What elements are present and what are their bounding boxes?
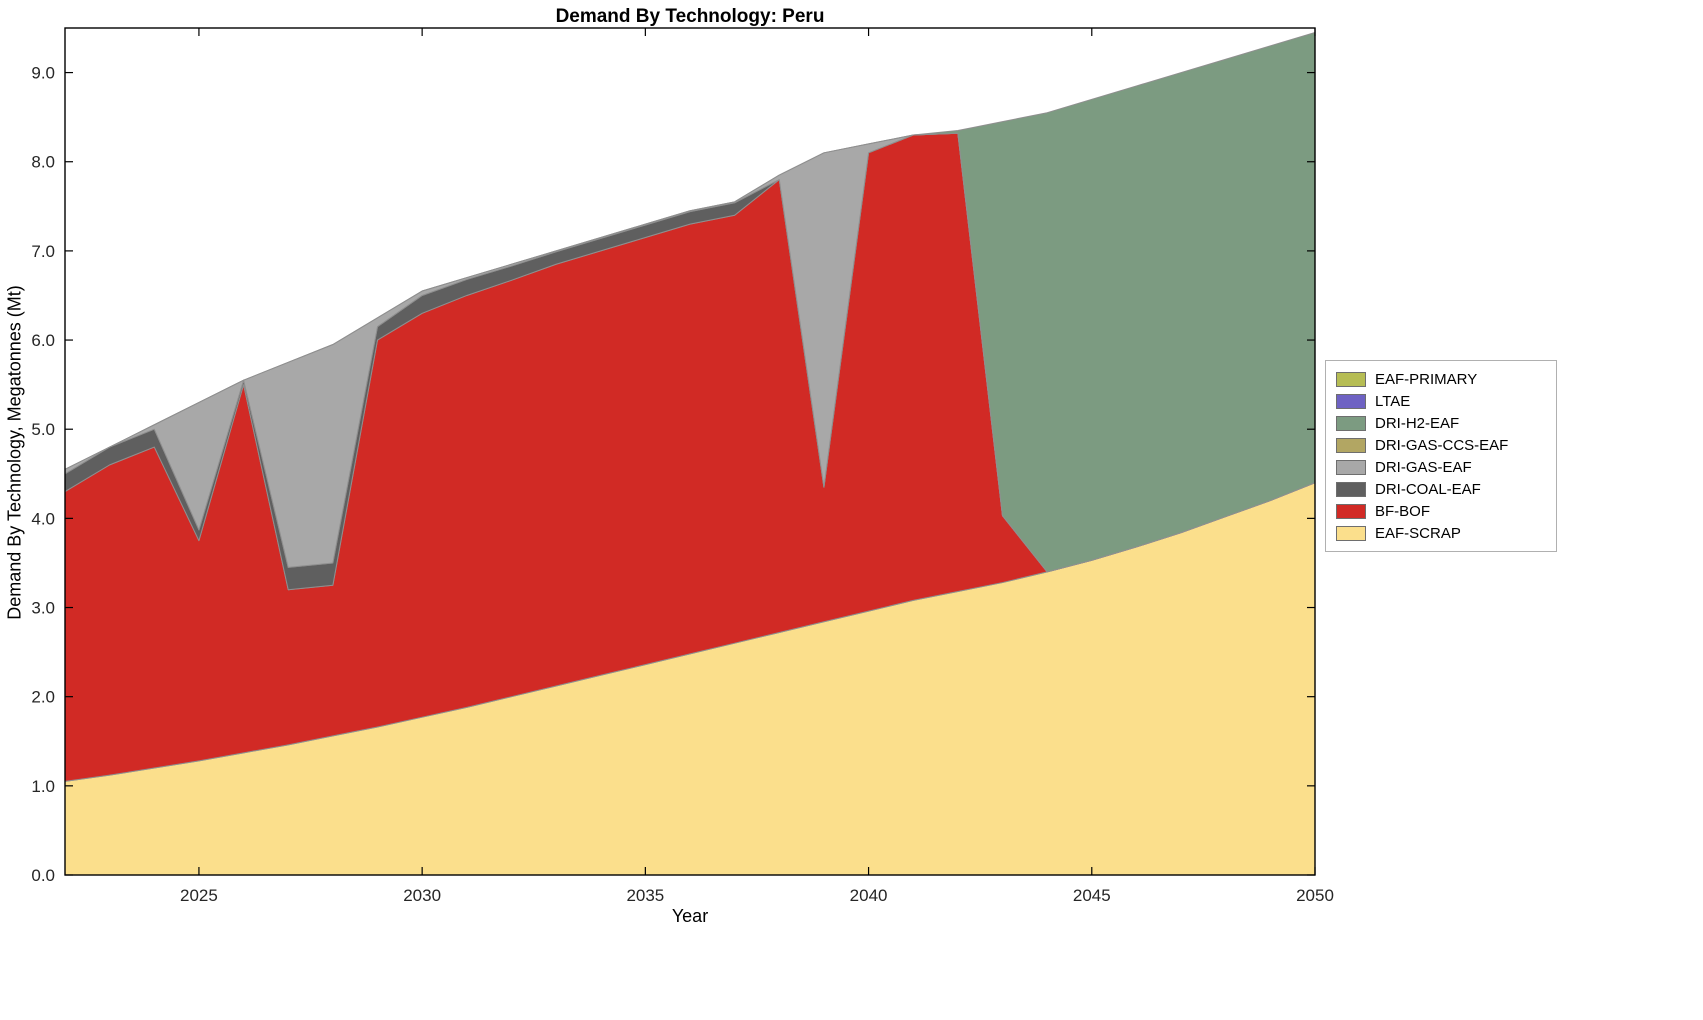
- y-tick-label: 8.0: [31, 153, 55, 172]
- x-tick-label: 2025: [180, 886, 218, 905]
- legend-item-eaf-scrap: EAF-SCRAP: [1336, 522, 1546, 544]
- area-dri-h2-eaf: [65, 31, 1315, 573]
- legend-label: DRI-COAL-EAF: [1375, 480, 1481, 498]
- y-tick-label: 4.0: [31, 509, 55, 528]
- legend-item-ltae: LTAE: [1336, 390, 1546, 412]
- legend-item-dri-gas-eaf: DRI-GAS-EAF: [1336, 456, 1546, 478]
- y-tick-label: 7.0: [31, 242, 55, 261]
- y-axis-label: Demand By Technology, Megatonnes (Mt): [4, 285, 25, 620]
- y-tick-label: 6.0: [31, 331, 55, 350]
- legend: EAF-PRIMARY LTAE DRI-H2-EAF DRI-GAS-CCS-EAF…: [1325, 360, 1557, 552]
- area-series-group: [65, 31, 1315, 875]
- y-tick-label: 3.0: [31, 599, 55, 618]
- legend-label: DRI-GAS-CCS-EAF: [1375, 436, 1509, 454]
- x-tick-label: 2030: [403, 886, 441, 905]
- legend-item-dri-coal-eaf: DRI-COAL-EAF: [1336, 478, 1546, 500]
- x-tick-label: 2035: [626, 886, 664, 905]
- legend-swatch-eaf-scrap: [1336, 525, 1366, 541]
- legend-label: LTAE: [1375, 392, 1411, 410]
- legend-swatch-dri-gas-ccs-eaf: [1336, 437, 1366, 453]
- y-tick-label: 2.0: [31, 688, 55, 707]
- x-tick-label: 2045: [1073, 886, 1111, 905]
- y-tick-label: 9.0: [31, 64, 55, 83]
- legend-swatch-dri-gas-eaf: [1336, 459, 1366, 475]
- x-tick-label: 2040: [850, 886, 888, 905]
- legend-label: BF-BOF: [1375, 502, 1430, 520]
- legend-item-dri-gas-ccs-eaf: DRI-GAS-CCS-EAF: [1336, 434, 1546, 456]
- chart-title: Demand By Technology: Peru: [555, 6, 825, 27]
- legend-item-bf-bof: BF-BOF: [1336, 500, 1546, 522]
- x-tick-label: 2050: [1296, 886, 1334, 905]
- legend-swatch-eaf-primary: [1336, 371, 1366, 387]
- x-axis-label: Year: [671, 906, 709, 926]
- axis-box: [64, 27, 1316, 876]
- legend-swatch-dri-coal-eaf: [1336, 481, 1366, 497]
- legend-swatch-ltae: [1336, 393, 1366, 409]
- legend-label: EAF-PRIMARY: [1375, 370, 1478, 388]
- legend-swatch-dri-h2-eaf: [1336, 415, 1366, 431]
- legend-item-eaf-primary: EAF-PRIMARY: [1336, 368, 1546, 390]
- y-tick-label: 1.0: [31, 777, 55, 796]
- legend-label: EAF-SCRAP: [1375, 524, 1461, 542]
- y-tick-label: 5.0: [31, 420, 55, 439]
- legend-swatch-bf-bof: [1336, 503, 1366, 519]
- tick-labels: 2025 2030 2035 2040 2045 2050 0.0 1.0 2.0 3.0 4.0 5…: [31, 64, 1334, 905]
- legend-label: DRI-H2-EAF: [1375, 414, 1460, 432]
- y-tick-label: 0.0: [31, 866, 55, 885]
- legend-item-dri-h2-eaf: DRI-H2-EAF: [1336, 412, 1546, 434]
- legend-label: DRI-GAS-EAF: [1375, 458, 1472, 476]
